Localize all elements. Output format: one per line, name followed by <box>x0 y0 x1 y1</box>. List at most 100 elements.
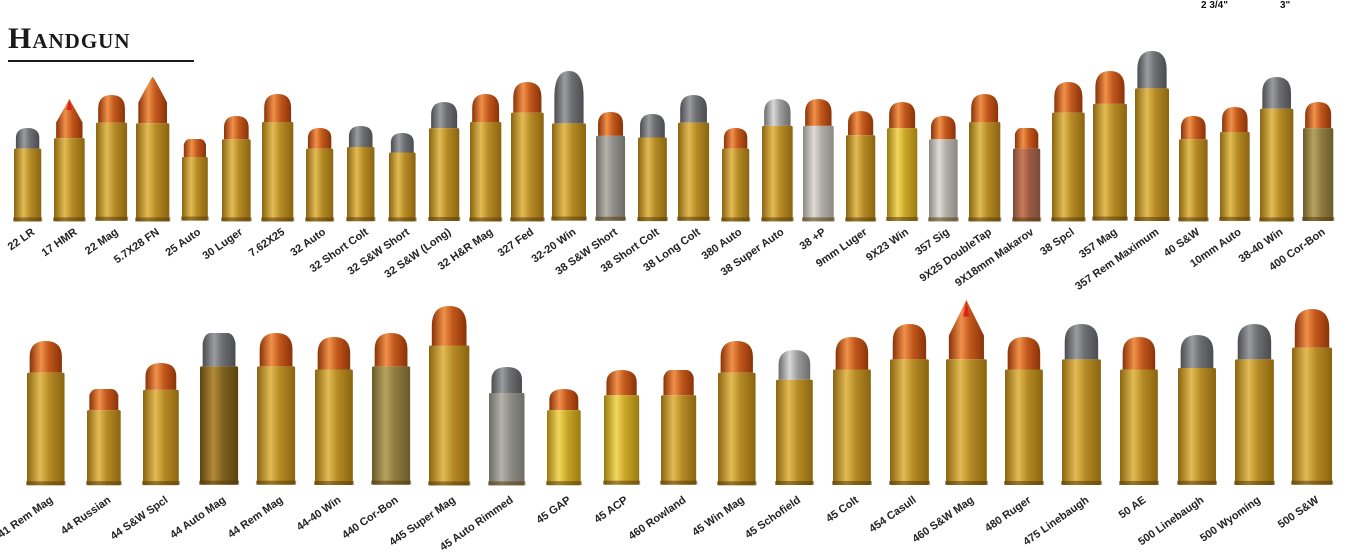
cartridge-image <box>831 337 872 485</box>
rim <box>1301 217 1335 221</box>
rim <box>1012 217 1042 221</box>
cartridge-image <box>716 340 757 485</box>
cartridge-image <box>1301 102 1335 221</box>
bullet <box>1180 335 1214 369</box>
rim <box>427 217 461 221</box>
cartridge-45-win-mag <box>716 340 757 487</box>
cartridge-44-40-win <box>313 337 354 487</box>
cartridge-22-mag <box>94 95 128 223</box>
cartridge-image <box>1050 81 1086 221</box>
bullet <box>513 81 542 113</box>
case <box>889 359 929 485</box>
case <box>305 148 333 221</box>
bullet <box>847 110 873 135</box>
cartridge-image <box>1258 76 1295 221</box>
cartridge-380-auto <box>720 127 751 224</box>
case <box>510 112 544 221</box>
bullet <box>1304 102 1332 129</box>
case <box>886 128 917 221</box>
polymer-tip <box>963 300 970 317</box>
bullet <box>549 388 579 410</box>
bullet <box>723 127 748 149</box>
cartridge-38-40-win <box>1258 76 1295 224</box>
case <box>717 372 756 485</box>
case <box>221 138 251 221</box>
bullet <box>663 370 695 396</box>
case <box>86 409 121 485</box>
rim <box>256 480 297 485</box>
cartridge-image <box>1012 127 1042 221</box>
bullet <box>317 337 350 370</box>
cartridge-image <box>487 366 526 485</box>
bullet <box>949 300 985 360</box>
cartridge-image <box>346 125 376 221</box>
cartridge-460-rowland <box>660 370 698 487</box>
rim <box>1234 480 1275 485</box>
rim <box>427 480 470 485</box>
rim <box>760 216 794 221</box>
cartridge-label: 44 Auto Mag <box>167 494 228 542</box>
cartridge-38-short-colt <box>636 113 668 223</box>
cartridge-image <box>885 102 918 221</box>
rim <box>313 481 354 485</box>
cartridge-label: 460 S&W Mag <box>910 494 977 546</box>
cartridge-image <box>1176 335 1217 485</box>
cartridge-45-acp <box>602 370 641 487</box>
rim <box>550 216 587 221</box>
case <box>761 125 793 221</box>
case <box>1013 148 1041 221</box>
bullet <box>598 112 624 137</box>
cartridge-image <box>928 115 959 221</box>
cartridge-32-s-w-short <box>388 132 417 223</box>
cartridge-44-s-w-spcl <box>142 362 180 487</box>
rim <box>53 216 86 221</box>
bullet <box>56 98 83 138</box>
cartridge-label: 45 GAP <box>534 494 574 527</box>
case <box>257 366 296 485</box>
cartridge-460-s-w-mag <box>945 300 989 487</box>
bullet <box>805 98 832 126</box>
rim <box>1119 481 1160 485</box>
bullet <box>1294 309 1330 348</box>
case <box>1005 369 1044 485</box>
cartridge-image <box>1004 337 1045 485</box>
rim <box>1176 480 1217 485</box>
cartridge-image <box>1133 51 1170 222</box>
cartridge-image <box>427 102 461 221</box>
bullet <box>97 95 125 123</box>
case <box>1134 88 1169 222</box>
bullet <box>1123 337 1156 370</box>
rim <box>677 216 711 221</box>
bullet <box>1136 51 1167 89</box>
cartridge-image <box>774 349 814 485</box>
rim <box>595 216 627 221</box>
cartridge-17-hmr <box>53 98 86 223</box>
cartridge-38-s-w-short <box>595 112 627 223</box>
rim <box>220 216 252 221</box>
rim <box>1258 217 1295 221</box>
case <box>488 392 525 485</box>
case <box>143 389 179 485</box>
cartridge-image <box>388 132 417 221</box>
cartridge-32-h-r-mag <box>469 93 503 224</box>
rim <box>945 481 989 485</box>
cartridge-label: 41 Rem Mag <box>0 494 56 541</box>
case <box>803 125 834 221</box>
cartridge-image <box>1091 71 1128 221</box>
cartridge-image <box>26 340 66 485</box>
case <box>1219 132 1250 221</box>
cartridge-45-colt <box>831 337 872 487</box>
rim <box>509 216 545 221</box>
case <box>1291 347 1333 485</box>
bullet <box>1180 115 1206 139</box>
bullet <box>1054 81 1083 113</box>
cartridge-label: 45 Win Mag <box>689 494 747 539</box>
case <box>969 121 1001 221</box>
rim <box>885 217 918 221</box>
case <box>1120 369 1159 485</box>
rim <box>304 217 334 221</box>
cartridge-45-schofield <box>774 349 814 487</box>
cartridge-image <box>256 333 297 485</box>
cartridge-image <box>1234 324 1275 485</box>
